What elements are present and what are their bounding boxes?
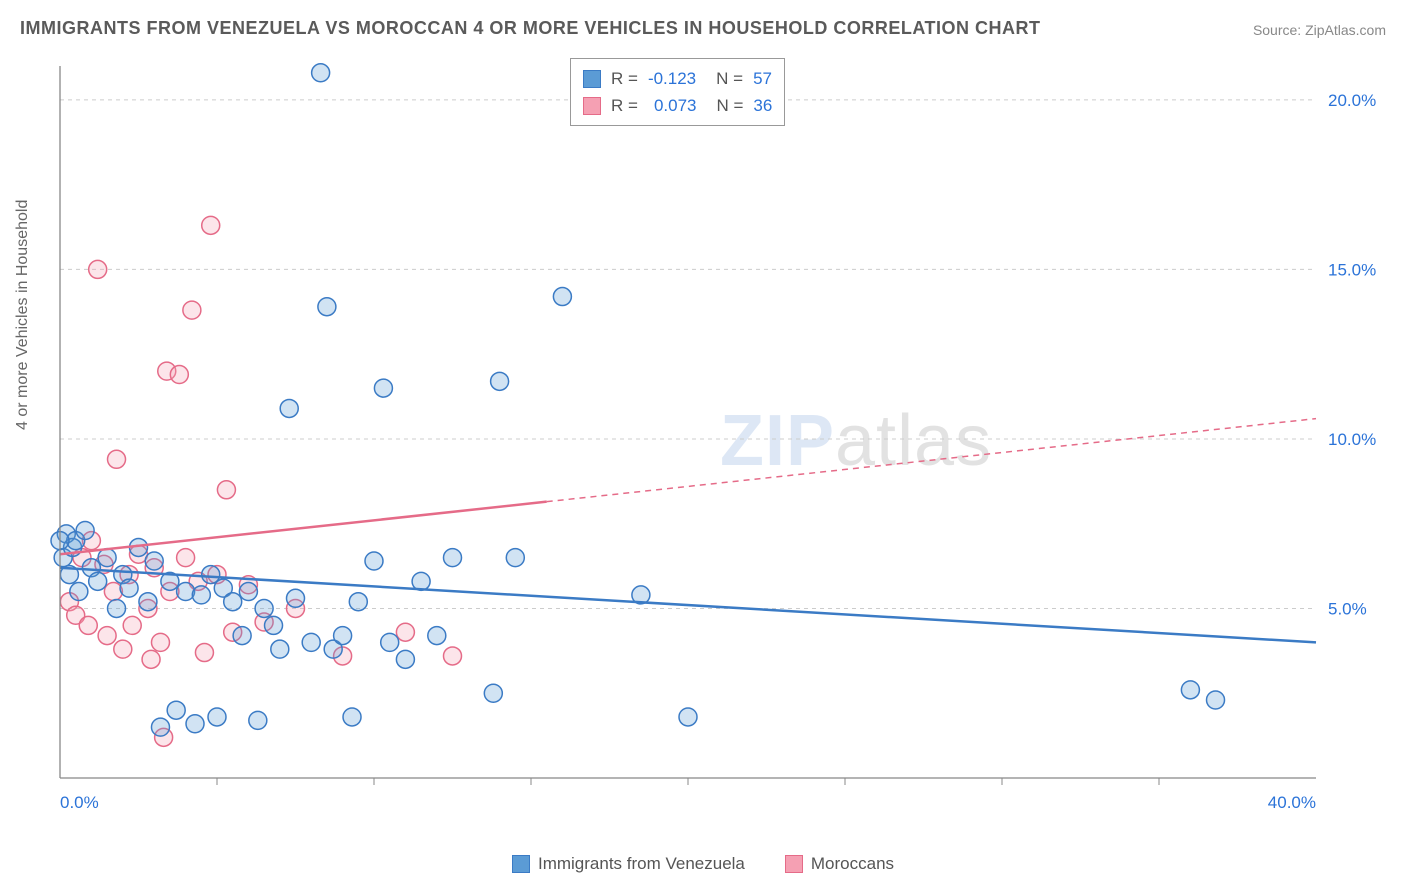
stat-r-label-0: R =	[611, 65, 638, 92]
data-point	[170, 366, 188, 384]
data-point	[444, 549, 462, 567]
data-point	[484, 684, 502, 702]
y-tick-label: 15.0%	[1328, 260, 1376, 279]
x-tick-label: 40.0%	[1268, 793, 1316, 812]
bottom-legend: Immigrants from Venezuela Moroccans	[0, 854, 1406, 874]
data-point	[114, 640, 132, 658]
data-point	[183, 301, 201, 319]
legend-item-0: Immigrants from Venezuela	[512, 854, 745, 874]
stat-n-label-1: N =	[716, 92, 743, 119]
data-point	[224, 593, 242, 611]
data-point	[334, 627, 352, 645]
data-point	[108, 599, 126, 617]
data-point	[202, 216, 220, 234]
swatch-moroccans	[583, 97, 601, 115]
data-point	[312, 64, 330, 82]
source-label: Source: ZipAtlas.com	[1253, 22, 1386, 38]
data-point	[396, 623, 414, 641]
data-point	[70, 583, 88, 601]
data-point	[192, 586, 210, 604]
data-point	[381, 633, 399, 651]
data-point	[1181, 681, 1199, 699]
data-point	[444, 647, 462, 665]
data-point	[249, 711, 267, 729]
data-point	[679, 708, 697, 726]
data-point	[151, 718, 169, 736]
data-point	[145, 552, 163, 570]
stat-row-1: R = 0.073 N = 36	[583, 92, 772, 119]
data-point	[120, 579, 138, 597]
y-tick-label: 20.0%	[1328, 91, 1376, 110]
plot-area: 5.0% 10.0% 15.0% 20.0% 0.0% 40.0%	[50, 58, 1386, 826]
stat-legend: R = -0.123 N = 57 R = 0.073 N = 36	[570, 58, 785, 126]
y-axis-label: 4 or more Vehicles in Household	[14, 200, 32, 430]
data-point	[217, 481, 235, 499]
chart-svg: 5.0% 10.0% 15.0% 20.0% 0.0% 40.0%	[50, 58, 1386, 826]
y-tick-label: 10.0%	[1328, 430, 1376, 449]
data-point	[255, 599, 273, 617]
data-point	[89, 572, 107, 590]
legend-label-1: Moroccans	[811, 854, 894, 874]
legend-swatch-moroccans	[785, 855, 803, 873]
stat-row-0: R = -0.123 N = 57	[583, 65, 772, 92]
chart-title: IMMIGRANTS FROM VENEZUELA VS MOROCCAN 4 …	[20, 18, 1041, 39]
y-tick-label: 5.0%	[1328, 599, 1367, 618]
stat-r-val-1: 0.073	[654, 92, 697, 119]
x-tick-label: 0.0%	[60, 793, 99, 812]
data-point	[142, 650, 160, 668]
data-point	[349, 593, 367, 611]
data-point	[271, 640, 289, 658]
stat-r-val-0: -0.123	[648, 65, 696, 92]
data-point	[177, 549, 195, 567]
data-point	[98, 627, 116, 645]
data-point	[365, 552, 383, 570]
data-point	[265, 616, 283, 634]
data-point	[302, 633, 320, 651]
data-point	[177, 583, 195, 601]
data-point	[428, 627, 446, 645]
data-point	[98, 549, 116, 567]
data-point	[280, 399, 298, 417]
data-point	[506, 549, 524, 567]
data-point	[287, 589, 305, 607]
data-point	[139, 593, 157, 611]
data-point	[343, 708, 361, 726]
data-point	[89, 260, 107, 278]
swatch-venezuela	[583, 70, 601, 88]
stat-n-val-1: 36	[753, 92, 772, 119]
stat-n-label-0: N =	[716, 65, 743, 92]
trend-line-dashed	[547, 419, 1316, 502]
trend-line	[60, 502, 547, 555]
data-point	[239, 583, 257, 601]
legend-label-0: Immigrants from Venezuela	[538, 854, 745, 874]
data-point	[1207, 691, 1225, 709]
data-point	[195, 644, 213, 662]
data-point	[108, 450, 126, 468]
data-point	[151, 633, 169, 651]
data-point	[491, 372, 509, 390]
data-point	[396, 650, 414, 668]
data-point	[104, 583, 122, 601]
data-point	[208, 708, 226, 726]
stat-n-val-0: 57	[753, 65, 772, 92]
data-point	[374, 379, 392, 397]
data-point	[318, 298, 336, 316]
data-point	[76, 521, 94, 539]
data-point	[553, 288, 571, 306]
legend-item-1: Moroccans	[785, 854, 894, 874]
chart-container: IMMIGRANTS FROM VENEZUELA VS MOROCCAN 4 …	[0, 0, 1406, 892]
legend-swatch-venezuela	[512, 855, 530, 873]
data-point	[123, 616, 141, 634]
stat-r-label-1: R =	[611, 92, 638, 119]
data-point	[233, 627, 251, 645]
data-point	[167, 701, 185, 719]
data-point	[186, 715, 204, 733]
data-point	[79, 616, 97, 634]
